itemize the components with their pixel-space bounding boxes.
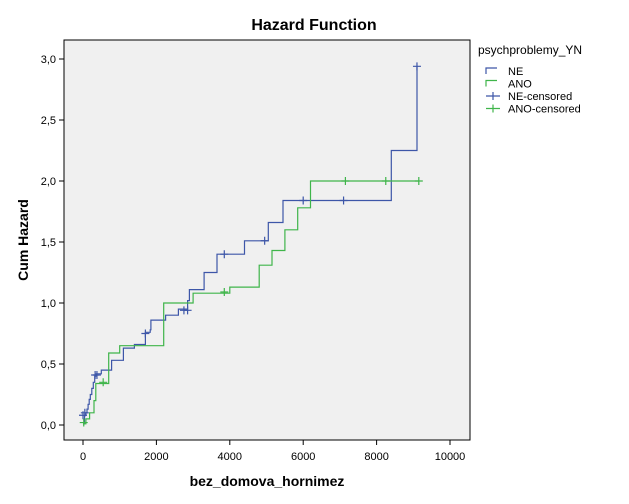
censored-marker-ne-censored: [183, 306, 192, 315]
y-tick-label: 0,0: [41, 420, 56, 432]
censored-marker-ano-censored: [79, 418, 88, 427]
censored-marker-ano-censored: [414, 177, 423, 185]
censored-marker-ano-censored: [99, 378, 108, 387]
censored-marker-ne-censored: [339, 196, 348, 205]
censored-marker-ne-censored: [260, 236, 269, 245]
x-tick-label: 6000: [291, 451, 315, 463]
x-tick-label: 10000: [435, 451, 466, 463]
legend-label: NE-censored: [508, 91, 572, 103]
legend-label: ANO: [508, 79, 532, 91]
legend-swatch: [485, 67, 497, 74]
legend-item-ne-censored: NE-censored: [486, 91, 572, 103]
legend: psychproblemy_YN NEANONE-censoredANO-cen…: [478, 43, 582, 116]
legend-swatch: [485, 79, 497, 87]
x-tick-label: 2000: [144, 451, 168, 463]
censored-marker-ne-censored: [220, 250, 229, 259]
censored-markers-group: [79, 62, 423, 427]
legend-item-ano: ANO: [485, 79, 532, 91]
y-tick-label: 3,0: [41, 54, 56, 66]
censored-marker-ano-censored: [341, 177, 350, 185]
y-tick-label: 2,5: [41, 115, 56, 127]
censored-marker-ano-censored: [381, 177, 390, 185]
y-tick-label: 1,0: [41, 298, 56, 310]
censored-marker-ne-censored: [80, 408, 89, 417]
censored-marker-ne-censored: [412, 62, 421, 71]
x-tick-label: 8000: [364, 451, 388, 463]
series-lines-group: [83, 66, 419, 425]
censored-marker-ne-censored: [141, 329, 150, 338]
axes-group: 0 2000 4000 6000 8000 10000 0,0 0,5 1,0 1,5 2,0 2,5…: [41, 54, 466, 463]
censored-marker-ne-censored: [92, 370, 101, 379]
legend-label: NE: [508, 66, 523, 78]
y-tick-label: 1,5: [41, 237, 56, 249]
legend-item-ne: NE: [485, 66, 523, 78]
y-axis-label: Cum Hazard: [15, 199, 31, 281]
censored-marker-ne-censored: [299, 196, 308, 205]
legend-swatch: [486, 104, 500, 113]
x-tick-label: 4000: [218, 451, 242, 463]
censored-marker-ano-censored: [220, 288, 229, 297]
y-tick-label: 0,5: [41, 359, 56, 371]
x-axis-label: bez_domova_hornimez: [190, 473, 345, 489]
series-line-ano: [83, 180, 419, 425]
y-tick-label: 2,0: [41, 176, 56, 188]
x-tick-label: 0: [80, 451, 86, 463]
legend-title: psychproblemy_YN: [478, 43, 582, 57]
chart-title: Hazard Function: [251, 17, 376, 34]
series-line-ne: [83, 66, 418, 425]
plot-area: [63, 39, 471, 441]
legend-label: ANO-censored: [508, 104, 581, 116]
legend-swatch: [486, 92, 500, 100]
legend-item-ano-censored: ANO-censored: [486, 104, 581, 116]
